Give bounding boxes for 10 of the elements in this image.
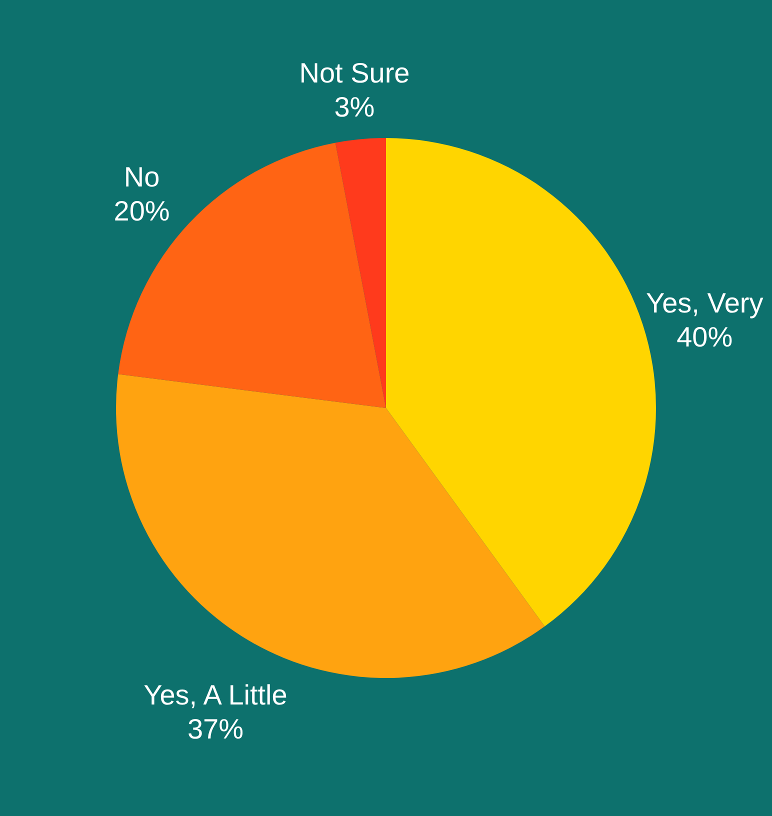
pie-slice (335, 138, 386, 408)
slice-label: Yes, A Little (144, 679, 288, 710)
data-label: 20% (114, 196, 170, 227)
slice-label: Not Sure (299, 57, 410, 88)
slice-label: Yes, Very (646, 287, 764, 318)
data-label: 3% (334, 91, 375, 122)
slice-label: No (124, 162, 160, 193)
data-label: 40% (676, 321, 733, 352)
pie-slice (116, 374, 545, 678)
data-label: 37% (187, 713, 244, 744)
